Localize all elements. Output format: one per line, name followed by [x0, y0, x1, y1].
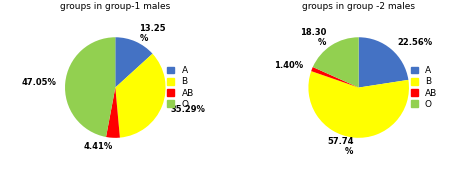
Text: 13.25
%: 13.25 %	[139, 24, 166, 43]
Wedge shape	[309, 71, 409, 138]
Wedge shape	[65, 37, 115, 137]
Wedge shape	[115, 54, 165, 138]
Wedge shape	[313, 37, 359, 88]
Text: 22.56%: 22.56%	[397, 38, 432, 47]
Text: 1.40%: 1.40%	[274, 61, 303, 70]
Wedge shape	[359, 37, 409, 88]
Text: 4.41%: 4.41%	[83, 142, 112, 151]
Text: 47.05%: 47.05%	[21, 78, 56, 87]
Wedge shape	[115, 37, 153, 88]
Title: Pie chart 4 : Distribution of ABO blood
groups in group -2 males: Pie chart 4 : Distribution of ABO blood …	[273, 0, 445, 11]
Title: Pie chart 1: Distribution of ABO blood
groups in group-1 males: Pie chart 1: Distribution of ABO blood g…	[31, 0, 200, 11]
Legend: A, B, AB, O: A, B, AB, O	[167, 66, 194, 109]
Wedge shape	[311, 67, 359, 88]
Text: 35.29%: 35.29%	[171, 105, 206, 114]
Text: 57.74
%: 57.74 %	[327, 137, 354, 156]
Text: 18.30
%: 18.30 %	[300, 28, 327, 47]
Legend: A, B, AB, O: A, B, AB, O	[410, 66, 437, 109]
Wedge shape	[106, 88, 120, 138]
